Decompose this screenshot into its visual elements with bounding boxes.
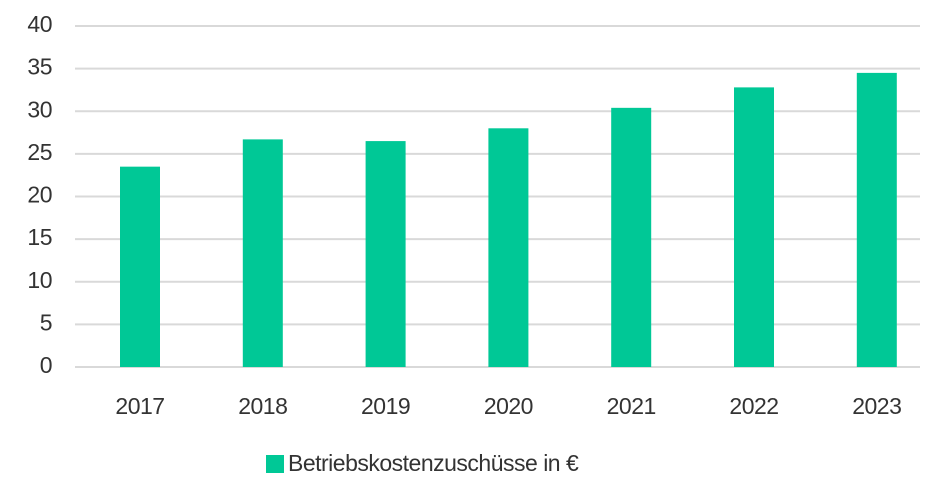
- y-tick-label: 15: [27, 224, 52, 250]
- legend-swatch: [266, 455, 284, 473]
- y-tick-label: 40: [27, 11, 52, 37]
- y-tick-label: 20: [27, 182, 52, 208]
- bar: [365, 141, 406, 367]
- x-tick-label: 2019: [361, 393, 410, 419]
- x-tick-label: 2022: [729, 393, 778, 419]
- y-tick-label: 25: [27, 139, 52, 165]
- x-tick-label: 2023: [852, 393, 901, 419]
- x-tick-label: 2018: [238, 393, 287, 419]
- y-tick-label: 5: [40, 309, 52, 335]
- y-tick-label: 30: [27, 96, 52, 122]
- x-tick-label: 2021: [607, 393, 656, 419]
- y-tick-label: 10: [27, 267, 52, 293]
- legend-label: Betriebskostenzuschüsse in €: [288, 450, 579, 476]
- bar: [856, 72, 897, 367]
- y-tick-label: 0: [40, 352, 52, 378]
- bar: [611, 107, 652, 367]
- bar: [488, 128, 529, 367]
- bar: [242, 139, 283, 367]
- bar: [120, 166, 160, 367]
- y-tick-label: 35: [27, 54, 52, 80]
- bar: [734, 87, 774, 367]
- x-tick-label: 2020: [484, 393, 533, 419]
- x-tick-label: 2017: [115, 393, 164, 419]
